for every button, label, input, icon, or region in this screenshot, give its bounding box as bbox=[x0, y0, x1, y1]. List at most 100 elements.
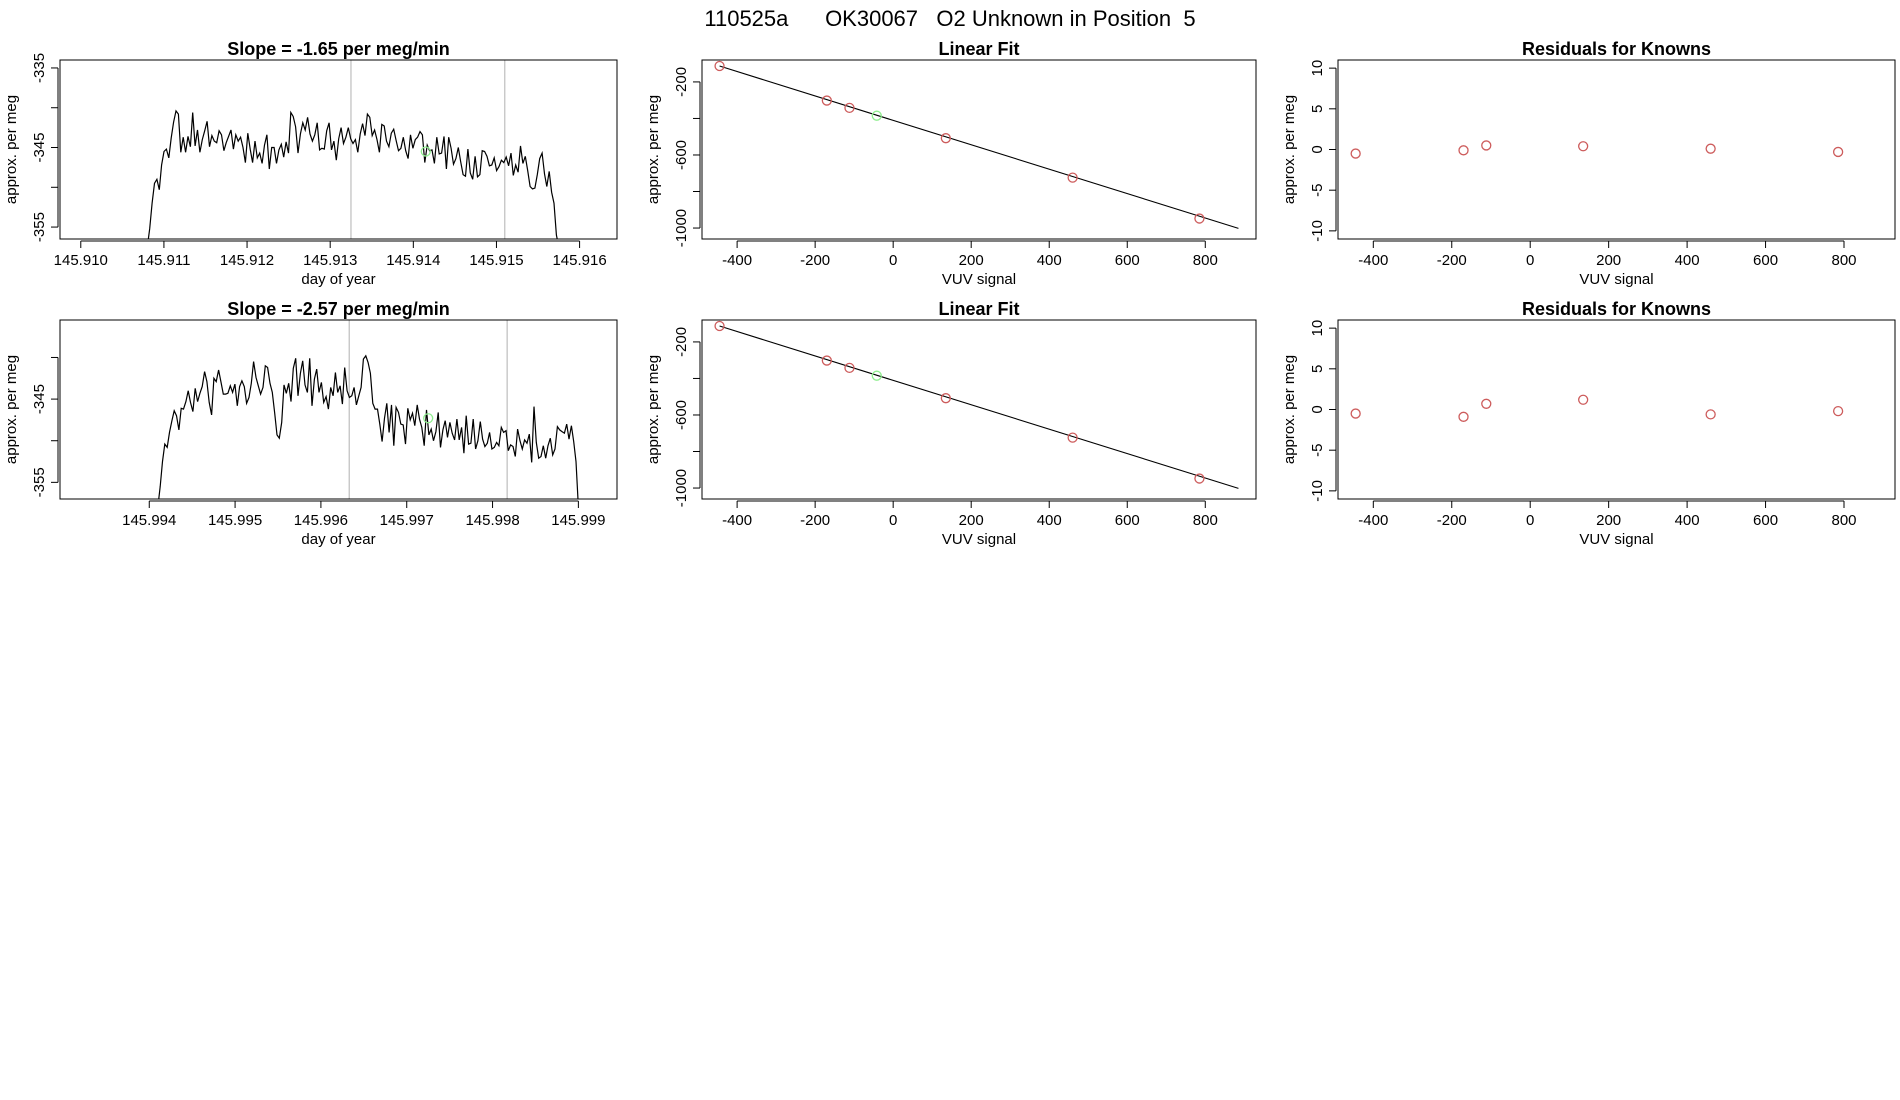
x-tick-label: 145.913 bbox=[303, 252, 357, 269]
plot-frame bbox=[701, 319, 1257, 500]
x-tick-label: 200 bbox=[959, 512, 984, 529]
y-axis-label: approx. per meg bbox=[3, 355, 20, 464]
unknown-marker bbox=[423, 413, 434, 424]
x-axis-label: day of year bbox=[301, 271, 375, 288]
chart-panel-bottom-right: Residuals for Knowns -400 -200 0 200 400 600 80… bbox=[1281, 299, 1896, 548]
residual-point bbox=[1481, 140, 1492, 151]
y-tick-label: -1000 bbox=[673, 469, 690, 507]
chart-title: Slope = -2.57 per meg/min bbox=[227, 299, 450, 319]
known-point bbox=[714, 320, 725, 332]
x-tick-label: 400 bbox=[1675, 252, 1700, 269]
chart-title: Residuals for Knowns bbox=[1522, 39, 1711, 59]
x-tick-label: -400 bbox=[1358, 512, 1388, 529]
x-tick-label: -400 bbox=[1358, 252, 1388, 269]
unknown-point bbox=[871, 110, 882, 121]
known-point bbox=[844, 362, 855, 374]
known-point bbox=[940, 133, 951, 144]
x-tick-label: 600 bbox=[1115, 252, 1140, 269]
x-tick-label: 145.911 bbox=[137, 252, 190, 269]
plot-area bbox=[1350, 140, 1844, 159]
y-tick-label: -335 bbox=[31, 53, 48, 83]
residual-point bbox=[1832, 146, 1844, 158]
y-tick-label: -355 bbox=[31, 467, 48, 497]
y-axis-label: approx. per meg bbox=[1281, 95, 1298, 204]
y-tick-label: -5 bbox=[1309, 184, 1326, 197]
x-axis-label: VUV signal bbox=[942, 271, 1016, 288]
x-tick-label: 600 bbox=[1115, 512, 1140, 529]
y-axis-label: approx. per meg bbox=[3, 95, 20, 204]
fit-line bbox=[719, 325, 1239, 489]
residual-point bbox=[1832, 405, 1844, 417]
known-point bbox=[1194, 473, 1205, 484]
x-tick-label: 200 bbox=[959, 252, 984, 269]
y-tick-label: -345 bbox=[31, 384, 48, 414]
known-point bbox=[821, 95, 832, 106]
x-tick-label: -400 bbox=[722, 512, 752, 529]
residual-point bbox=[1578, 141, 1589, 152]
x-axis-label: VUV signal bbox=[942, 531, 1016, 548]
x-tick-label: 400 bbox=[1037, 252, 1062, 269]
series-line bbox=[147, 109, 558, 239]
plot-frame bbox=[59, 59, 618, 240]
x-tick-label: 145.995 bbox=[208, 512, 262, 529]
residual-point bbox=[1350, 408, 1361, 419]
chart-title: Slope = -1.65 per meg/min bbox=[227, 39, 450, 59]
residual-point bbox=[1705, 143, 1716, 154]
residual-point bbox=[1458, 145, 1469, 156]
x-tick-label: 800 bbox=[1193, 252, 1218, 269]
x-tick-label: 0 bbox=[889, 512, 897, 529]
x-tick-label: 200 bbox=[1596, 512, 1621, 529]
y-axis-label: approx. per meg bbox=[1281, 355, 1298, 464]
x-tick-label: 0 bbox=[1526, 252, 1534, 269]
known-point bbox=[1194, 213, 1205, 224]
plot-frame bbox=[701, 59, 1257, 240]
x-tick-label: 145.916 bbox=[552, 252, 606, 269]
y-tick-label: -200 bbox=[673, 327, 690, 357]
x-tick-label: 145.997 bbox=[380, 512, 434, 529]
x-tick-label: 145.999 bbox=[551, 512, 605, 529]
y-tick-label: -5 bbox=[1309, 444, 1326, 457]
y-axis-label: approx. per meg bbox=[645, 95, 662, 204]
x-tick-label: 800 bbox=[1831, 252, 1856, 269]
x-tick-label: 145.994 bbox=[122, 512, 176, 529]
plot-frame bbox=[59, 319, 618, 500]
chart-panel-top-middle: Linear Fit -400 -200 0 200 400 600 800 VUV signa… bbox=[645, 39, 1257, 288]
x-tick-label: -400 bbox=[722, 252, 752, 269]
x-tick-label: 145.914 bbox=[386, 252, 440, 269]
unknown-point bbox=[871, 370, 882, 381]
x-axis-label: day of year bbox=[301, 531, 375, 548]
y-tick-label: 5 bbox=[1309, 105, 1326, 113]
x-tick-label: 400 bbox=[1675, 512, 1700, 529]
known-point bbox=[1067, 432, 1078, 443]
residual-point bbox=[1481, 398, 1492, 409]
x-tick-label: -200 bbox=[800, 512, 830, 529]
x-tick-label: -200 bbox=[1437, 512, 1467, 529]
y-tick-label: -600 bbox=[673, 400, 690, 430]
y-tick-label: -355 bbox=[31, 212, 48, 242]
y-tick-label: -10 bbox=[1309, 480, 1326, 502]
y-tick-label: 5 bbox=[1309, 365, 1326, 373]
known-point bbox=[821, 355, 832, 366]
residual-point bbox=[1578, 394, 1589, 405]
x-tick-label: 800 bbox=[1193, 512, 1218, 529]
x-tick-label: 400 bbox=[1037, 512, 1062, 529]
residual-point bbox=[1458, 411, 1469, 422]
plot-area bbox=[147, 109, 558, 239]
x-axis-label: VUV signal bbox=[1579, 271, 1653, 288]
x-tick-label: 0 bbox=[889, 252, 897, 269]
plot-area bbox=[714, 320, 1239, 489]
y-tick-label: 0 bbox=[1309, 145, 1326, 153]
x-tick-label: 145.998 bbox=[465, 512, 519, 529]
y-tick-label: -10 bbox=[1309, 220, 1326, 242]
fit-line bbox=[719, 65, 1239, 229]
known-point bbox=[844, 102, 855, 114]
y-tick-label: 0 bbox=[1309, 405, 1326, 413]
chart-panel-bottom-middle: Linear Fit -400 -200 0 200 400 600 800 VUV signa… bbox=[645, 299, 1257, 548]
x-tick-label: 145.910 bbox=[54, 252, 108, 269]
page-title: 110525a OK30067 O2 Unknown in Position 5 bbox=[704, 6, 1195, 31]
plot-frame bbox=[1337, 319, 1896, 500]
x-tick-label: 200 bbox=[1596, 252, 1621, 269]
known-point bbox=[940, 393, 951, 404]
y-tick-label: 10 bbox=[1309, 320, 1326, 337]
